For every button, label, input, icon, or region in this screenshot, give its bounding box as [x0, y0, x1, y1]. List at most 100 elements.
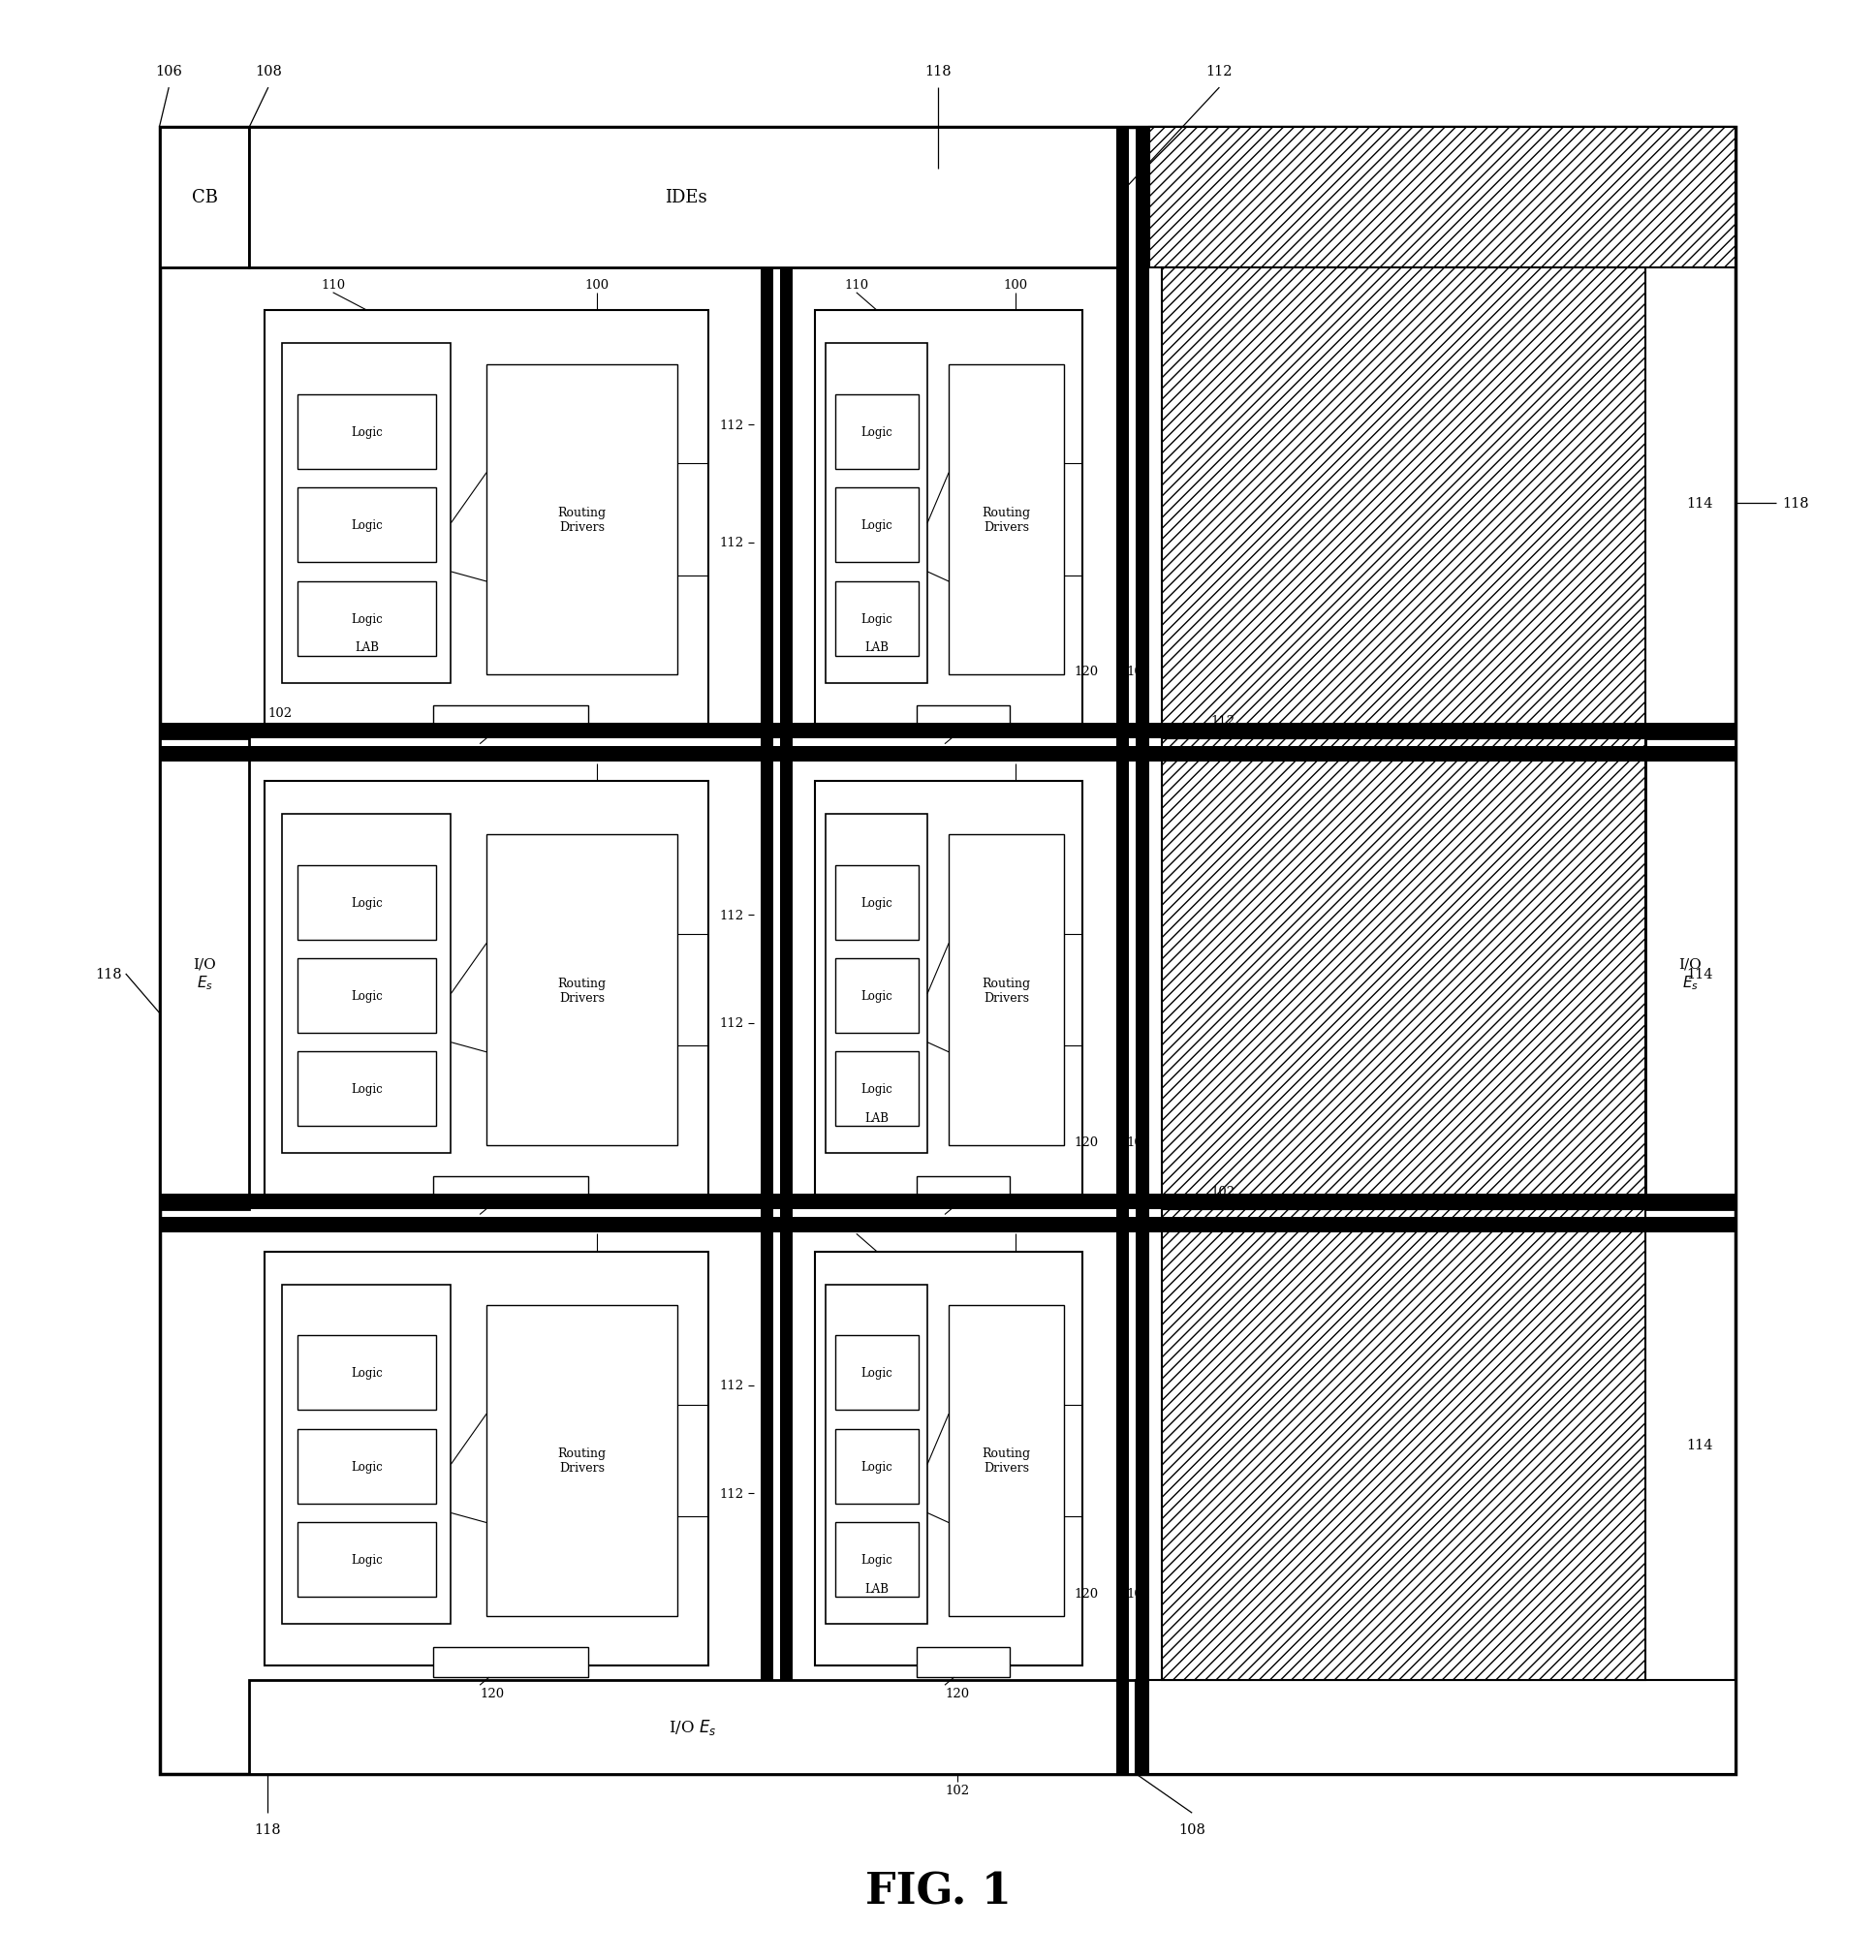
Text: Logic: Logic: [861, 613, 893, 625]
Bar: [835, 582, 917, 657]
Bar: [835, 1429, 917, 1503]
Bar: [760, 269, 773, 1680]
Bar: [825, 1284, 927, 1625]
Text: 112: 112: [720, 1017, 745, 1029]
Bar: [159, 1217, 1735, 1233]
Text: I/O
$\mathit{E}_\mathit{s}$: I/O $\mathit{E}_\mathit{s}$: [1679, 956, 1702, 992]
Bar: [433, 1646, 589, 1678]
Text: 102: 102: [1126, 666, 1150, 678]
Bar: [917, 1646, 1009, 1678]
Text: FIG. 1: FIG. 1: [865, 1870, 1011, 1913]
Text: LAB: LAB: [865, 1111, 889, 1125]
Bar: [816, 312, 1082, 725]
Bar: [917, 1176, 1009, 1207]
Text: Logic: Logic: [351, 1554, 383, 1566]
Bar: [298, 394, 435, 470]
Text: 120: 120: [946, 747, 970, 759]
Bar: [265, 782, 709, 1196]
Bar: [298, 1429, 435, 1503]
Text: LAB: LAB: [865, 641, 889, 655]
Text: 102: 102: [1126, 1137, 1150, 1149]
Bar: [1161, 269, 1645, 739]
Bar: [283, 1284, 450, 1625]
Bar: [298, 1053, 435, 1127]
Text: Logic: Logic: [351, 425, 383, 439]
Text: LAB: LAB: [865, 1582, 889, 1595]
Bar: [816, 782, 1082, 1196]
Text: Logic: Logic: [351, 1366, 383, 1380]
Text: 114: 114: [1687, 968, 1713, 980]
Bar: [433, 706, 589, 737]
Text: 100: 100: [585, 278, 610, 292]
Text: Routing
Drivers: Routing Drivers: [557, 1446, 606, 1474]
Text: 106: 106: [156, 65, 182, 78]
Text: Logic: Logic: [351, 896, 383, 909]
Bar: [159, 127, 250, 269]
Text: Routing
Drivers: Routing Drivers: [557, 506, 606, 533]
Bar: [835, 1523, 917, 1597]
Text: 102: 102: [268, 708, 293, 719]
Text: 120: 120: [480, 1217, 505, 1229]
Bar: [917, 706, 1009, 737]
Text: Logic: Logic: [351, 1084, 383, 1096]
Bar: [1161, 739, 1645, 1209]
Text: 120: 120: [946, 1217, 970, 1229]
Bar: [265, 312, 709, 725]
Bar: [159, 723, 1735, 739]
Bar: [1135, 127, 1148, 1774]
Bar: [486, 835, 677, 1145]
Text: 108: 108: [1178, 1823, 1206, 1837]
Text: 112: 112: [1210, 715, 1234, 727]
Text: 120: 120: [946, 1688, 970, 1699]
Text: 112: 112: [720, 1380, 745, 1392]
Text: 120: 120: [480, 747, 505, 759]
Text: 120: 120: [1073, 666, 1097, 678]
Bar: [835, 394, 917, 470]
Bar: [835, 958, 917, 1033]
Bar: [298, 582, 435, 657]
Text: 110: 110: [844, 278, 869, 292]
Bar: [159, 747, 1735, 762]
Bar: [298, 864, 435, 941]
Text: I/O
$\mathit{E}_\mathit{s}$: I/O $\mathit{E}_\mathit{s}$: [193, 956, 216, 992]
Text: 102: 102: [1126, 1588, 1150, 1599]
Text: 112: 112: [720, 1488, 745, 1499]
Text: 114: 114: [1687, 498, 1713, 510]
Bar: [298, 958, 435, 1033]
Text: 100: 100: [585, 749, 610, 762]
Text: Logic: Logic: [351, 519, 383, 531]
Bar: [250, 1680, 1135, 1774]
Text: Logic: Logic: [351, 990, 383, 1002]
Text: Routing
Drivers: Routing Drivers: [981, 976, 1030, 1004]
Text: Logic: Logic: [861, 896, 893, 909]
Bar: [283, 813, 450, 1154]
Bar: [486, 365, 677, 674]
Bar: [486, 1305, 677, 1615]
Text: 112: 112: [720, 909, 745, 921]
Text: 102: 102: [946, 1784, 970, 1795]
Text: 120: 120: [1073, 1137, 1097, 1149]
Bar: [159, 739, 250, 1209]
Bar: [835, 1053, 917, 1127]
Bar: [835, 488, 917, 563]
Text: Logic: Logic: [861, 519, 893, 531]
Text: 112: 112: [720, 537, 745, 549]
Text: Routing
Drivers: Routing Drivers: [557, 976, 606, 1004]
Text: Logic: Logic: [861, 425, 893, 439]
Text: I/O $\mathit{E}_\mathit{s}$: I/O $\mathit{E}_\mathit{s}$: [668, 1717, 717, 1737]
Bar: [1148, 127, 1735, 269]
Text: Routing
Drivers: Routing Drivers: [981, 1446, 1030, 1474]
Bar: [1645, 739, 1735, 1209]
Bar: [1116, 127, 1129, 1774]
Text: 118: 118: [96, 968, 122, 980]
Bar: [283, 343, 450, 684]
Text: 112: 112: [1206, 65, 1233, 78]
Text: 100: 100: [585, 1219, 610, 1233]
Bar: [825, 343, 927, 684]
Text: 100: 100: [1004, 749, 1028, 762]
Text: 110: 110: [844, 1219, 869, 1233]
Text: 102: 102: [1210, 1186, 1234, 1198]
Bar: [433, 1176, 589, 1207]
Text: 100: 100: [1004, 278, 1028, 292]
Bar: [265, 1252, 709, 1666]
